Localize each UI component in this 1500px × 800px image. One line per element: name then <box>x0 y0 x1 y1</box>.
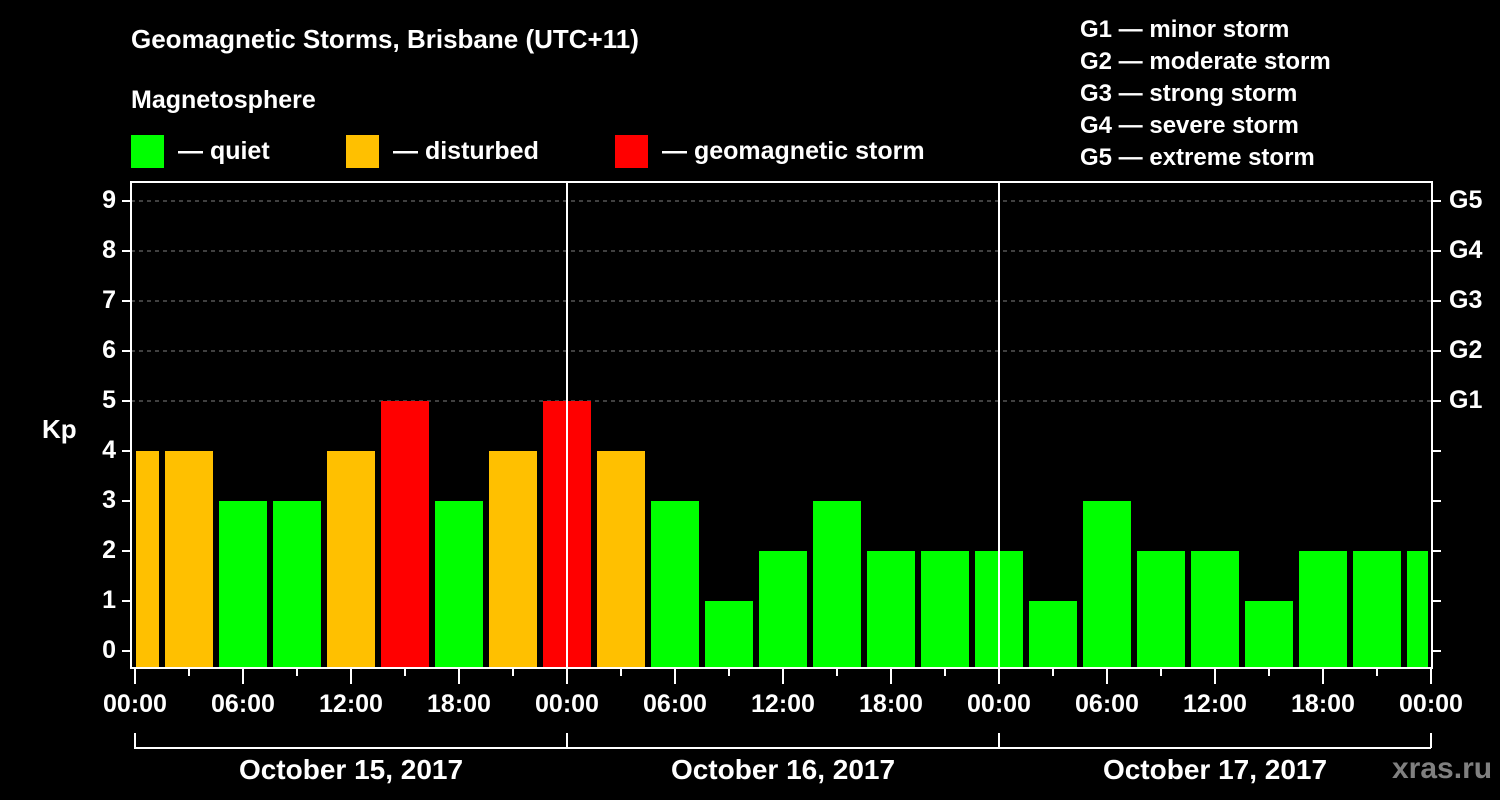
g-scale-item: G4 — severe storm <box>1080 112 1299 139</box>
x-tick-label: 06:00 <box>1075 690 1139 718</box>
kp-bar <box>867 551 915 667</box>
y-tick-label: 1 <box>102 586 116 614</box>
y-tick-label: 5 <box>102 386 116 414</box>
kp-bar <box>435 501 483 667</box>
disturbed-swatch-icon <box>346 134 379 168</box>
legend-storm-label: — geomagnetic storm <box>662 136 925 165</box>
g-tick-label: G1 <box>1449 386 1483 414</box>
g-scale-item: G3 — strong storm <box>1080 80 1298 107</box>
kp-bar <box>1407 551 1428 667</box>
g-tick-label: G5 <box>1449 186 1483 214</box>
kp-bar <box>759 551 807 667</box>
y-tick-label: 9 <box>102 186 116 214</box>
g-tick-label: G4 <box>1449 236 1483 264</box>
kp-bar <box>651 501 699 667</box>
date-label: October 16, 2017 <box>670 754 896 785</box>
kp-bar <box>165 451 213 667</box>
chart-subtitle: Magnetosphere <box>131 86 316 114</box>
legend-disturbed-label: — disturbed <box>393 136 539 165</box>
quiet-swatch-icon <box>131 134 164 168</box>
kp-bar <box>597 451 645 667</box>
kp-bar <box>1029 601 1077 667</box>
date-bracket <box>134 733 567 749</box>
x-tick-label: 12:00 <box>1183 690 1247 718</box>
axes <box>122 181 1441 749</box>
storm-swatch-icon <box>615 134 648 168</box>
kp-bar <box>921 551 969 667</box>
legend-quiet-label: — quiet <box>178 136 270 165</box>
x-tick-label: 12:00 <box>319 690 383 718</box>
kp-bar <box>1245 601 1293 667</box>
y-tick-label: 0 <box>102 636 116 664</box>
g-scale-item: G2 — moderate storm <box>1080 48 1331 75</box>
g-scale-legend: G1 — minor storm G2 — moderate storm G3 … <box>1080 14 1331 174</box>
y-axis-label: Kp <box>42 414 77 444</box>
g-tick-label: G3 <box>1449 286 1483 314</box>
x-tick-label: 00:00 <box>967 690 1031 718</box>
kp-bar <box>219 501 267 667</box>
y-tick-label: 7 <box>102 286 116 314</box>
y-tick-label: 3 <box>102 486 116 514</box>
x-tick-label: 18:00 <box>1291 690 1355 718</box>
g-scale-item: G5 — extreme storm <box>1080 144 1315 171</box>
kp-bar <box>1083 501 1131 667</box>
y-tick-label: 4 <box>102 436 116 464</box>
x-tick-label: 00:00 <box>103 690 167 718</box>
kp-bar <box>705 601 753 667</box>
x-tick-label: 06:00 <box>643 690 707 718</box>
kp-bar <box>1353 551 1401 667</box>
x-tick-label: 12:00 <box>751 690 815 718</box>
x-tick-label: 00:00 <box>1399 690 1463 718</box>
legend-storm: — geomagnetic storm <box>615 134 925 168</box>
kp-bar <box>1191 551 1239 667</box>
kp-bar <box>489 451 537 667</box>
date-bracket <box>998 733 1431 749</box>
y-tick-label: 6 <box>102 336 116 364</box>
kp-bar <box>1299 551 1347 667</box>
x-tick-label: 06:00 <box>211 690 275 718</box>
date-label: October 17, 2017 <box>1102 754 1328 785</box>
bars <box>136 401 1428 667</box>
watermark: xras.ru <box>1392 752 1493 785</box>
kp-bar <box>136 451 159 667</box>
x-tick-label: 18:00 <box>859 690 923 718</box>
kp-bar <box>273 501 321 667</box>
kp-bar <box>813 501 861 667</box>
kp-bar <box>327 451 375 667</box>
x-tick-label: 18:00 <box>427 690 491 718</box>
date-label: October 15, 2017 <box>238 754 464 785</box>
kp-bar <box>381 401 429 667</box>
g-tick-label: G2 <box>1449 336 1483 364</box>
y-tick-label: 2 <box>102 536 116 564</box>
date-bracket <box>566 733 999 749</box>
g-scale-item: G1 — minor storm <box>1080 16 1290 43</box>
y-tick-label: 8 <box>102 236 116 264</box>
kp-bar <box>1137 551 1185 667</box>
legend-disturbed: — disturbed <box>346 134 539 168</box>
gridlines <box>131 200 1432 402</box>
legend-quiet: — quiet <box>131 134 270 168</box>
chart-title: Geomagnetic Storms, Brisbane (UTC+11) <box>131 24 639 54</box>
x-tick-label: 00:00 <box>535 690 599 718</box>
